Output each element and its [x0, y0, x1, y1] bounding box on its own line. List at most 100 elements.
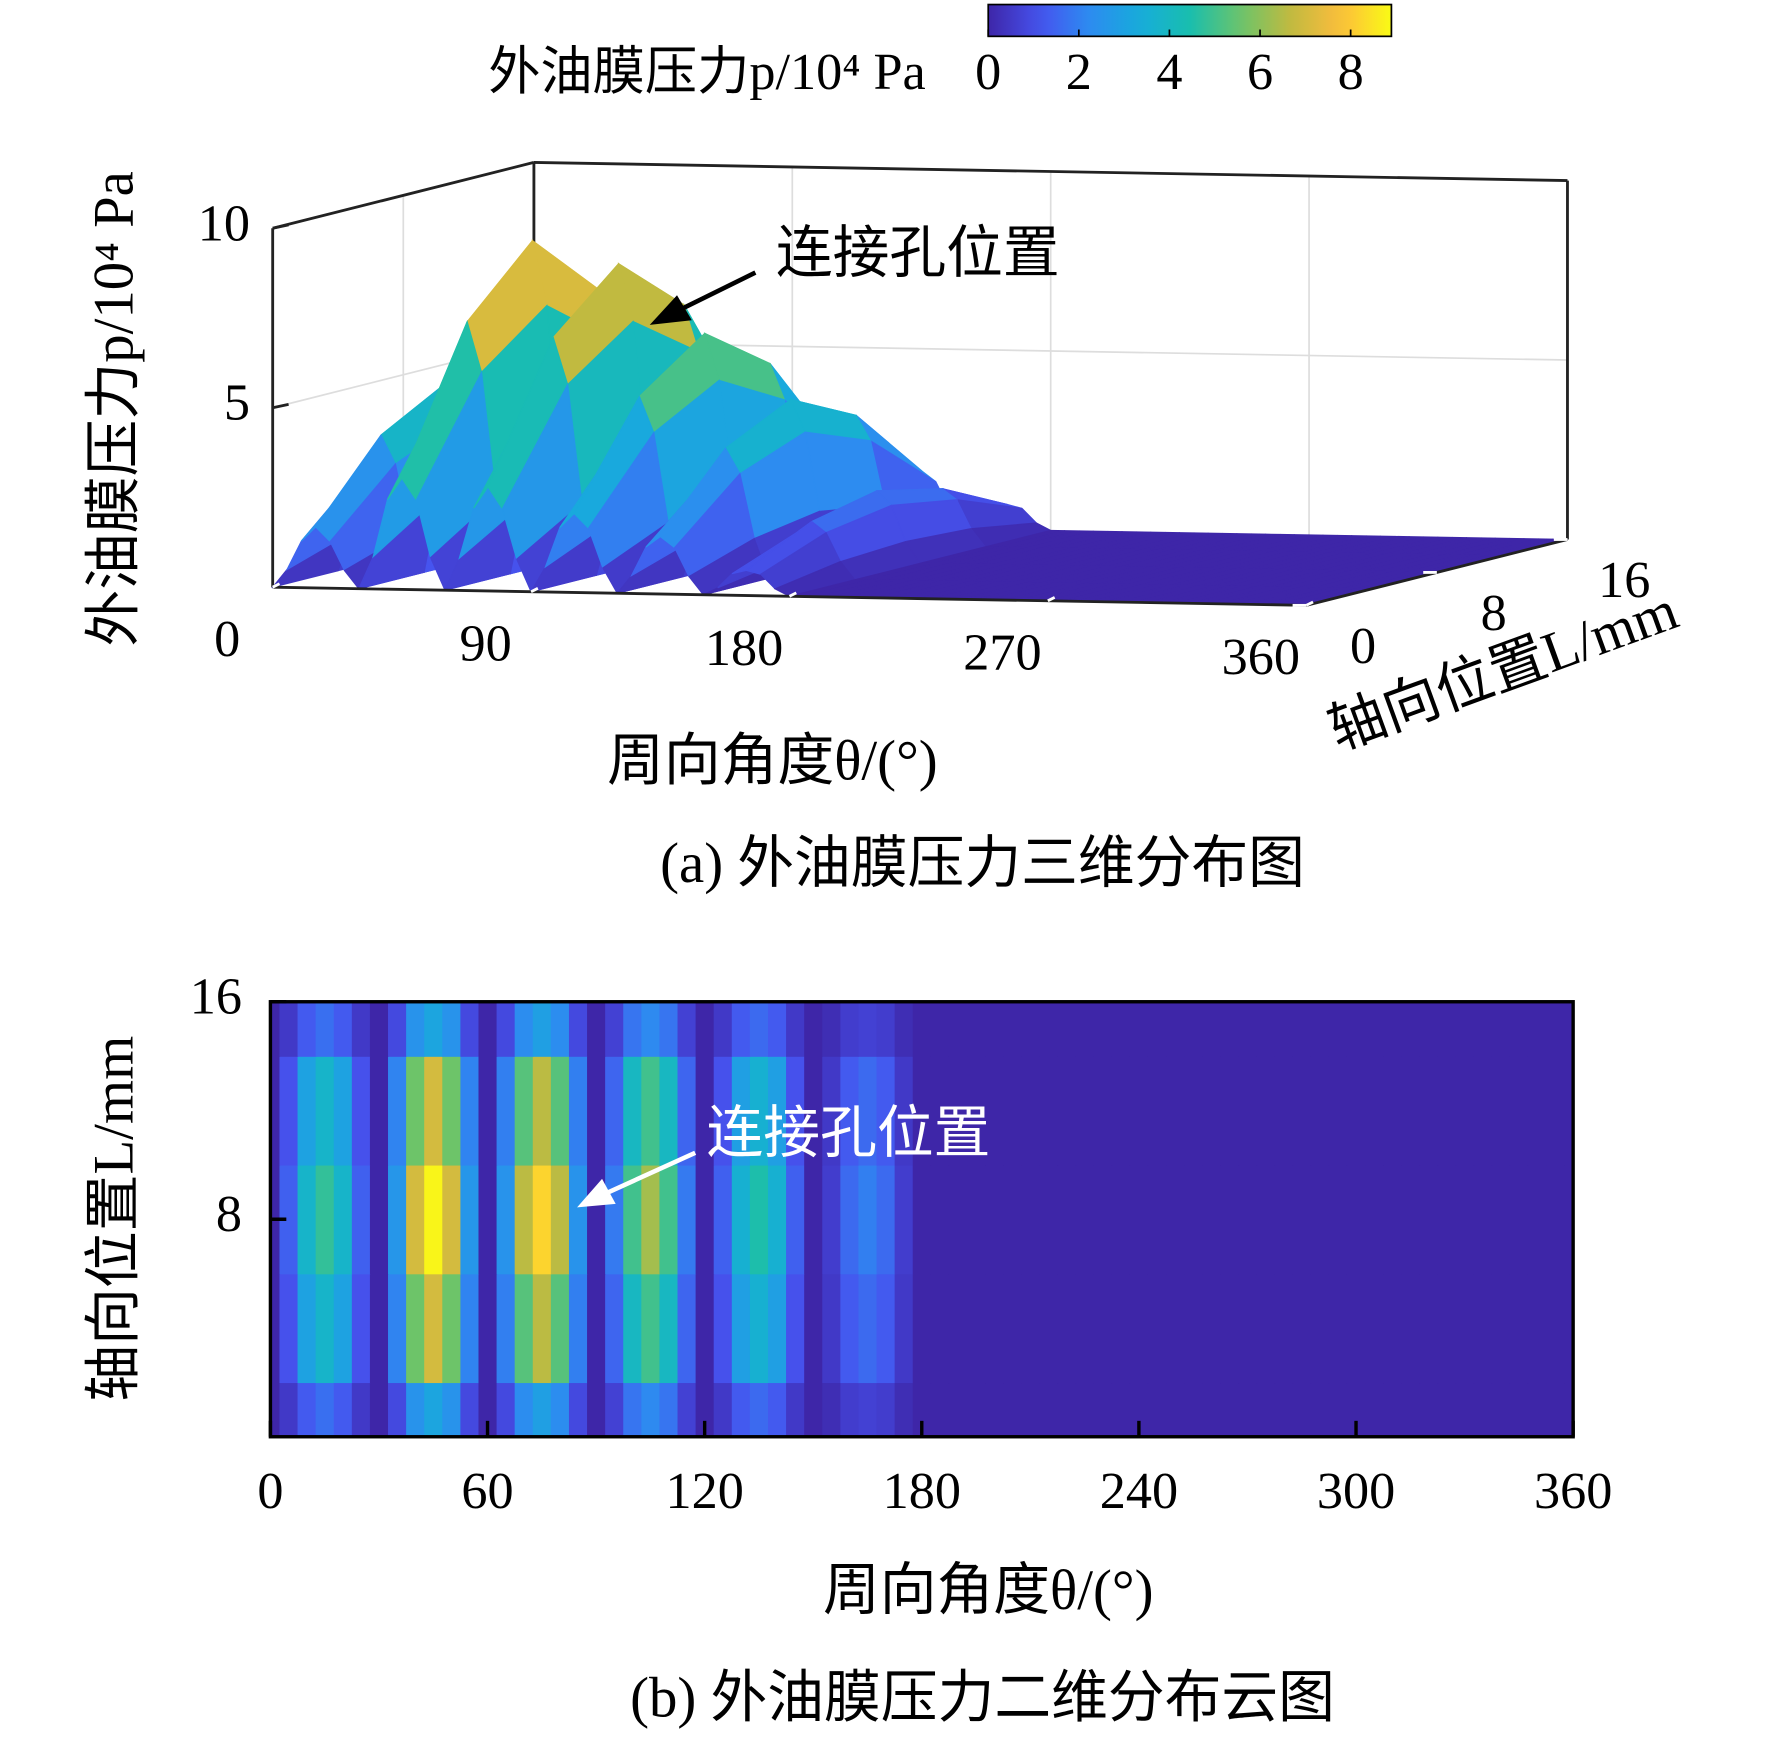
heat-cell	[876, 1382, 896, 1438]
heat-cell	[912, 1001, 932, 1057]
heat-cell	[568, 1056, 588, 1166]
heat-cell	[1509, 1164, 1529, 1275]
heat-cell	[985, 1382, 1004, 1438]
heat-cell	[1256, 1056, 1276, 1166]
heat-cell	[1021, 1382, 1041, 1438]
heat-cell	[804, 1273, 823, 1384]
heat-cell	[1401, 1382, 1421, 1438]
heat-cell	[967, 1382, 986, 1438]
colorbar-tick-label: 0	[975, 43, 1001, 101]
heat-cell	[858, 1382, 878, 1438]
heat-cell	[1509, 1382, 1529, 1438]
heat-cell	[894, 1056, 914, 1166]
heat-cell	[496, 1273, 516, 1384]
heat-cell	[1346, 1164, 1366, 1275]
heat-cell	[677, 1001, 697, 1057]
annotation: 连接孔位置	[776, 222, 1060, 285]
heat-cell	[270, 1382, 281, 1438]
heat-cell	[514, 1164, 534, 1275]
heat-cell	[1310, 1382, 1330, 1438]
heat-cell	[442, 1273, 462, 1384]
heat-cell	[876, 1164, 896, 1275]
heat-cell	[659, 1001, 679, 1057]
heat-cell	[1021, 1164, 1041, 1275]
heat-cell	[270, 1273, 281, 1384]
x-tick-label: 240	[1100, 1462, 1178, 1520]
heatmap-plot: 0 60 120 180 240 300 360 8 16	[190, 968, 1613, 1520]
heat-cell	[587, 1001, 606, 1057]
heat-cell	[731, 1056, 751, 1166]
heat-cell	[767, 1001, 787, 1057]
z-tick-label: 5	[224, 374, 250, 432]
heat-cell	[460, 1001, 480, 1057]
heat-cell	[659, 1056, 679, 1166]
heat-cell	[948, 1001, 968, 1057]
heat-cell	[605, 1382, 624, 1438]
heat-cell	[369, 1273, 389, 1384]
y-tick-label: 16	[190, 968, 242, 1026]
colorbar-tick-label: 6	[1247, 43, 1273, 101]
heat-cell	[1509, 1273, 1529, 1384]
heat-cell	[731, 1001, 751, 1057]
heat-cell	[478, 1273, 498, 1384]
x-tick-label: 300	[1317, 1462, 1395, 1520]
heat-cell	[1220, 1164, 1240, 1275]
heat-cell	[1292, 1056, 1312, 1166]
colorbar-title: 外油膜压力p/10⁴ Pa	[488, 43, 926, 101]
heat-cell	[822, 1164, 842, 1275]
heat-cell	[1039, 1273, 1059, 1384]
heat-cell	[1491, 1273, 1511, 1384]
heat-cell	[1346, 1001, 1366, 1057]
heat-cell	[1238, 1164, 1258, 1275]
heat-cell	[1437, 1001, 1457, 1057]
heat-cell	[1039, 1056, 1059, 1166]
heat-cell	[478, 1164, 498, 1275]
annotation: 连接孔位置	[707, 1102, 991, 1165]
heat-cell	[985, 1056, 1004, 1166]
colorbar-tick-label: 4	[1156, 43, 1182, 101]
heat-cell	[442, 1382, 462, 1438]
heat-cell	[1075, 1382, 1095, 1438]
heat-cell	[767, 1273, 787, 1384]
heat-cell	[315, 1056, 335, 1166]
heat-cell	[424, 1382, 443, 1438]
heat-cell	[605, 1273, 624, 1384]
heat-cell	[351, 1056, 371, 1166]
heat-cell	[1111, 1001, 1131, 1057]
y-tick-label: 8	[216, 1185, 242, 1243]
heat-cell	[695, 1056, 715, 1166]
heat-cell	[388, 1382, 407, 1438]
heat-cell	[1365, 1056, 1384, 1166]
heat-cell	[1111, 1273, 1131, 1384]
x-tick-label: 360	[1534, 1462, 1612, 1520]
heat-cell	[1527, 1273, 1547, 1384]
heat-cell	[297, 1164, 317, 1275]
heat-cell	[1455, 1056, 1475, 1166]
heat-cell	[1509, 1001, 1529, 1057]
heat-cell	[641, 1164, 661, 1275]
heat-cell	[876, 1001, 896, 1057]
heat-cell	[1256, 1001, 1276, 1057]
heat-cell	[333, 1001, 353, 1057]
heat-cell	[1021, 1273, 1041, 1384]
heat-cell	[1346, 1056, 1366, 1166]
heat-cell	[1455, 1382, 1475, 1438]
heat-cell	[1491, 1001, 1511, 1057]
heat-cell	[948, 1273, 968, 1384]
heat-cell	[1093, 1164, 1113, 1275]
heat-cell	[1473, 1056, 1493, 1166]
heat-cell	[1129, 1273, 1149, 1384]
heat-cell	[713, 1001, 733, 1057]
heat-cell	[985, 1273, 1004, 1384]
heat-cell	[1365, 1164, 1384, 1275]
heat-cell	[496, 1056, 516, 1166]
heat-cell	[623, 1056, 643, 1166]
heat-cell	[1075, 1056, 1095, 1166]
heat-cell	[894, 1382, 914, 1438]
y-axis-label: 轴向位置L/mm	[82, 1036, 145, 1402]
heat-cell	[1328, 1001, 1348, 1057]
heat-cell	[388, 1056, 407, 1166]
x-tick	[272, 582, 281, 589]
heat-cell	[1473, 1001, 1493, 1057]
heat-cell	[550, 1001, 570, 1057]
